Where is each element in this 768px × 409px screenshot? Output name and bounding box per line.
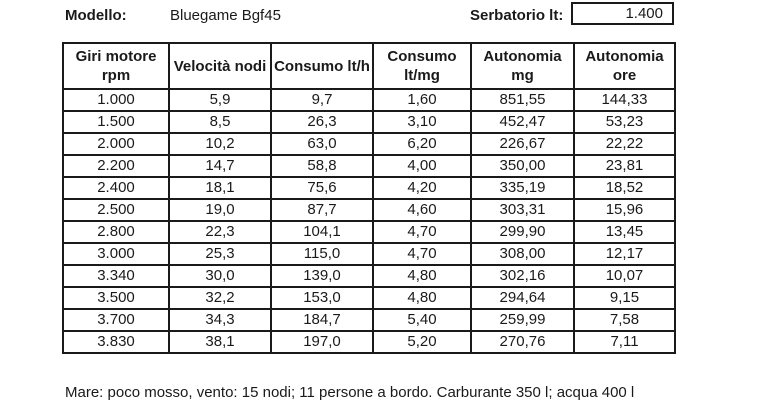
performance-table: Giri motore rpm Velocità nodi Consumo lt/h C… <box>62 42 676 354</box>
column-header: Consumo lt/mg <box>372 42 472 90</box>
table-row: 3.700 34,3 184,7 5,40 259,99 7,58 <box>62 308 676 332</box>
table-cell: 3.700 <box>62 308 170 332</box>
table-cell: 63,0 <box>270 132 374 156</box>
table-body: 1.000 5,9 9,7 1,60 851,55 144,33 1.500 8,5 26,3 3… <box>62 88 676 354</box>
table-cell: 4,80 <box>372 286 472 310</box>
table-cell: 4,80 <box>372 264 472 288</box>
table-cell: 139,0 <box>270 264 374 288</box>
table-cell: 303,31 <box>470 198 575 222</box>
column-header: Consumo lt/h <box>270 42 374 90</box>
table-cell: 2.500 <box>62 198 170 222</box>
table-cell: 5,40 <box>372 308 472 332</box>
table-cell: 4,70 <box>372 242 472 266</box>
column-header: Velocità nodi <box>168 42 272 90</box>
table-cell: 3.830 <box>62 330 170 354</box>
table-cell: 13,45 <box>573 220 676 244</box>
table-cell: 26,3 <box>270 110 374 134</box>
table-cell: 308,00 <box>470 242 575 266</box>
table-cell: 87,7 <box>270 198 374 222</box>
table-cell: 1,60 <box>372 88 472 112</box>
table-cell: 259,99 <box>470 308 575 332</box>
table-cell: 7,11 <box>573 330 676 354</box>
table-cell: 58,8 <box>270 154 374 178</box>
table-row: 3.830 38,1 197,0 5,20 270,76 7,11 <box>62 330 676 354</box>
table-cell: 104,1 <box>270 220 374 244</box>
table-cell: 226,67 <box>470 132 575 156</box>
table-row: 2.400 18,1 75,6 4,20 335,19 18,52 <box>62 176 676 200</box>
table-cell: 153,0 <box>270 286 374 310</box>
table-header: Giri motore rpm Velocità nodi Consumo lt/h C… <box>62 42 676 90</box>
table-cell: 7,58 <box>573 308 676 332</box>
table-cell: 3,10 <box>372 110 472 134</box>
table-cell: 53,23 <box>573 110 676 134</box>
table-row: 1.500 8,5 26,3 3,10 452,47 53,23 <box>62 110 676 134</box>
table-cell: 302,16 <box>470 264 575 288</box>
table-cell: 22,3 <box>168 220 272 244</box>
conditions-note: Mare: poco mosso, vento: 15 nodi; 11 per… <box>65 384 635 401</box>
table-cell: 299,90 <box>470 220 575 244</box>
table-cell: 34,3 <box>168 308 272 332</box>
table-cell: 25,3 <box>168 242 272 266</box>
table-cell: 4,70 <box>372 220 472 244</box>
table-cell: 4,60 <box>372 198 472 222</box>
table-cell: 12,17 <box>573 242 676 266</box>
tank-capacity-label: Serbatorio lt: <box>470 7 564 24</box>
column-header: Autonomia ore <box>573 42 676 90</box>
table-row: 2.000 10,2 63,0 6,20 226,67 22,22 <box>62 132 676 156</box>
header-row: Giri motore rpm Velocità nodi Consumo lt/h C… <box>62 42 676 90</box>
table-cell: 38,1 <box>168 330 272 354</box>
table-cell: 10,2 <box>168 132 272 156</box>
table-cell: 851,55 <box>470 88 575 112</box>
table-cell: 75,6 <box>270 176 374 200</box>
table-cell: 115,0 <box>270 242 374 266</box>
table-row: 1.000 5,9 9,7 1,60 851,55 144,33 <box>62 88 676 112</box>
table-cell: 30,0 <box>168 264 272 288</box>
table-cell: 10,07 <box>573 264 676 288</box>
table-row: 2.500 19,0 87,7 4,60 303,31 15,96 <box>62 198 676 222</box>
table-cell: 184,7 <box>270 308 374 332</box>
tank-capacity-input[interactable]: 1.400 <box>571 2 674 25</box>
table-cell: 15,96 <box>573 198 676 222</box>
table-cell: 2.000 <box>62 132 170 156</box>
table-cell: 14,7 <box>168 154 272 178</box>
table-cell: 18,1 <box>168 176 272 200</box>
table-cell: 270,76 <box>470 330 575 354</box>
table-cell: 3.000 <box>62 242 170 266</box>
table-cell: 19,0 <box>168 198 272 222</box>
table-cell: 9,7 <box>270 88 374 112</box>
table-cell: 18,52 <box>573 176 676 200</box>
table-cell: 4,20 <box>372 176 472 200</box>
table-cell: 2.200 <box>62 154 170 178</box>
column-header: Autonomia mg <box>470 42 575 90</box>
table-row: 2.800 22,3 104,1 4,70 299,90 13,45 <box>62 220 676 244</box>
table-cell: 8,5 <box>168 110 272 134</box>
column-header: Giri motore rpm <box>62 42 170 90</box>
table-cell: 1.000 <box>62 88 170 112</box>
table-cell: 5,20 <box>372 330 472 354</box>
table-cell: 22,22 <box>573 132 676 156</box>
table-cell: 452,47 <box>470 110 575 134</box>
model-value: Bluegame Bgf45 <box>170 7 281 24</box>
table-cell: 1.500 <box>62 110 170 134</box>
table-cell: 197,0 <box>270 330 374 354</box>
table-cell: 294,64 <box>470 286 575 310</box>
table-cell: 2.400 <box>62 176 170 200</box>
table-row: 3.500 32,2 153,0 4,80 294,64 9,15 <box>62 286 676 310</box>
model-label: Modello: <box>65 7 127 24</box>
table-cell: 335,19 <box>470 176 575 200</box>
table-cell: 32,2 <box>168 286 272 310</box>
table-cell: 5,9 <box>168 88 272 112</box>
table-cell: 3.340 <box>62 264 170 288</box>
table-cell: 144,33 <box>573 88 676 112</box>
table-row: 2.200 14,7 58,8 4,00 350,00 23,81 <box>62 154 676 178</box>
table-cell: 350,00 <box>470 154 575 178</box>
table-cell: 3.500 <box>62 286 170 310</box>
table-cell: 4,00 <box>372 154 472 178</box>
table-cell: 23,81 <box>573 154 676 178</box>
table-row: 3.340 30,0 139,0 4,80 302,16 10,07 <box>62 264 676 288</box>
table-row: 3.000 25,3 115,0 4,70 308,00 12,17 <box>62 242 676 266</box>
table-cell: 2.800 <box>62 220 170 244</box>
table-cell: 9,15 <box>573 286 676 310</box>
table-cell: 6,20 <box>372 132 472 156</box>
